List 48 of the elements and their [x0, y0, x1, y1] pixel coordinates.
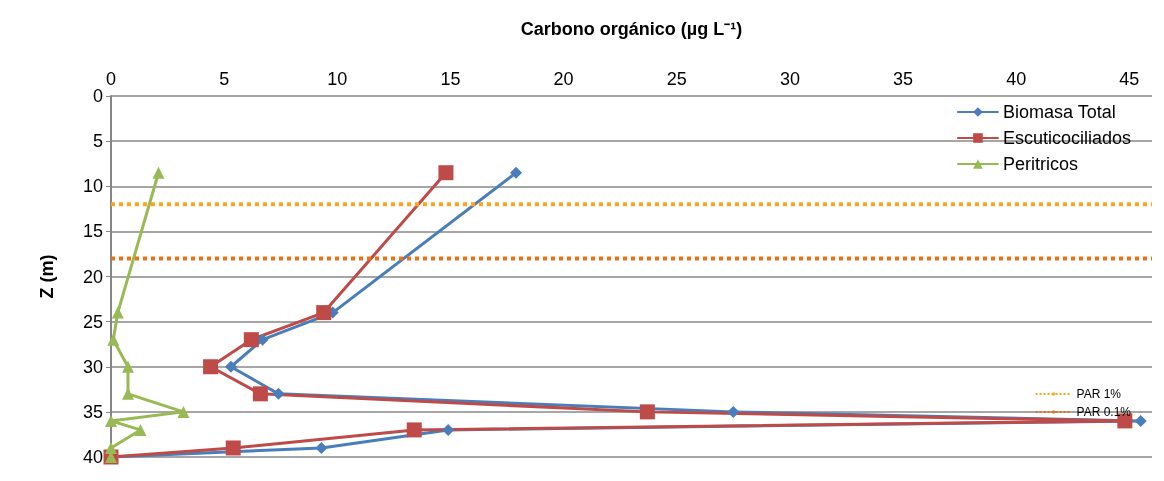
legend-label: Biomasa Total [1002, 102, 1116, 122]
point [272, 387, 285, 400]
y-tick-label: 20 [82, 266, 103, 287]
point [203, 359, 219, 375]
point [438, 165, 454, 181]
x-tick-label: 35 [893, 69, 914, 89]
y-tick-label: 30 [82, 356, 103, 377]
point [406, 422, 422, 438]
point [316, 305, 332, 321]
x-tick-label: 20 [553, 69, 574, 89]
x-tick-label: 25 [666, 69, 687, 89]
point [252, 386, 268, 402]
x-tick-label: 5 [219, 69, 230, 89]
point [243, 332, 259, 348]
point [134, 423, 147, 436]
point [152, 166, 165, 179]
x-tick-label: 30 [779, 69, 800, 89]
point [510, 166, 523, 179]
legend-label: Escuticociliados [1002, 128, 1132, 148]
x-tick-label: 45 [1119, 69, 1140, 89]
point [107, 333, 120, 346]
y-tick-label: 25 [82, 311, 103, 332]
point [105, 414, 117, 427]
point [224, 360, 237, 373]
y-tick-label: 0 [92, 86, 103, 106]
x-tick-label: 15 [440, 69, 461, 89]
y-tick-label: 40 [82, 447, 103, 467]
y-tick-label: 35 [82, 401, 103, 422]
point [121, 360, 134, 373]
point [442, 423, 455, 436]
point [225, 440, 241, 456]
legend-label: PAR 1% [1076, 387, 1122, 401]
y-tick-label: 15 [82, 221, 103, 242]
point [315, 441, 328, 454]
y-axis-title: Z (m) [37, 254, 57, 299]
point [727, 405, 740, 418]
point [105, 441, 117, 454]
y-tick-label: 5 [92, 131, 103, 152]
x-tick-label: 40 [1006, 69, 1027, 89]
x-axis-title: Carbono orgánico (µg L⁻¹) [520, 19, 743, 39]
point [639, 404, 655, 420]
x-tick-label: 0 [105, 69, 117, 89]
legend-label: PAR 0.1% [1076, 405, 1132, 419]
x-tick-label: 10 [327, 69, 348, 89]
legend-label: Peritricos [1002, 154, 1078, 174]
point [111, 306, 124, 319]
y-tick-label: 10 [82, 176, 103, 197]
point [177, 405, 190, 418]
